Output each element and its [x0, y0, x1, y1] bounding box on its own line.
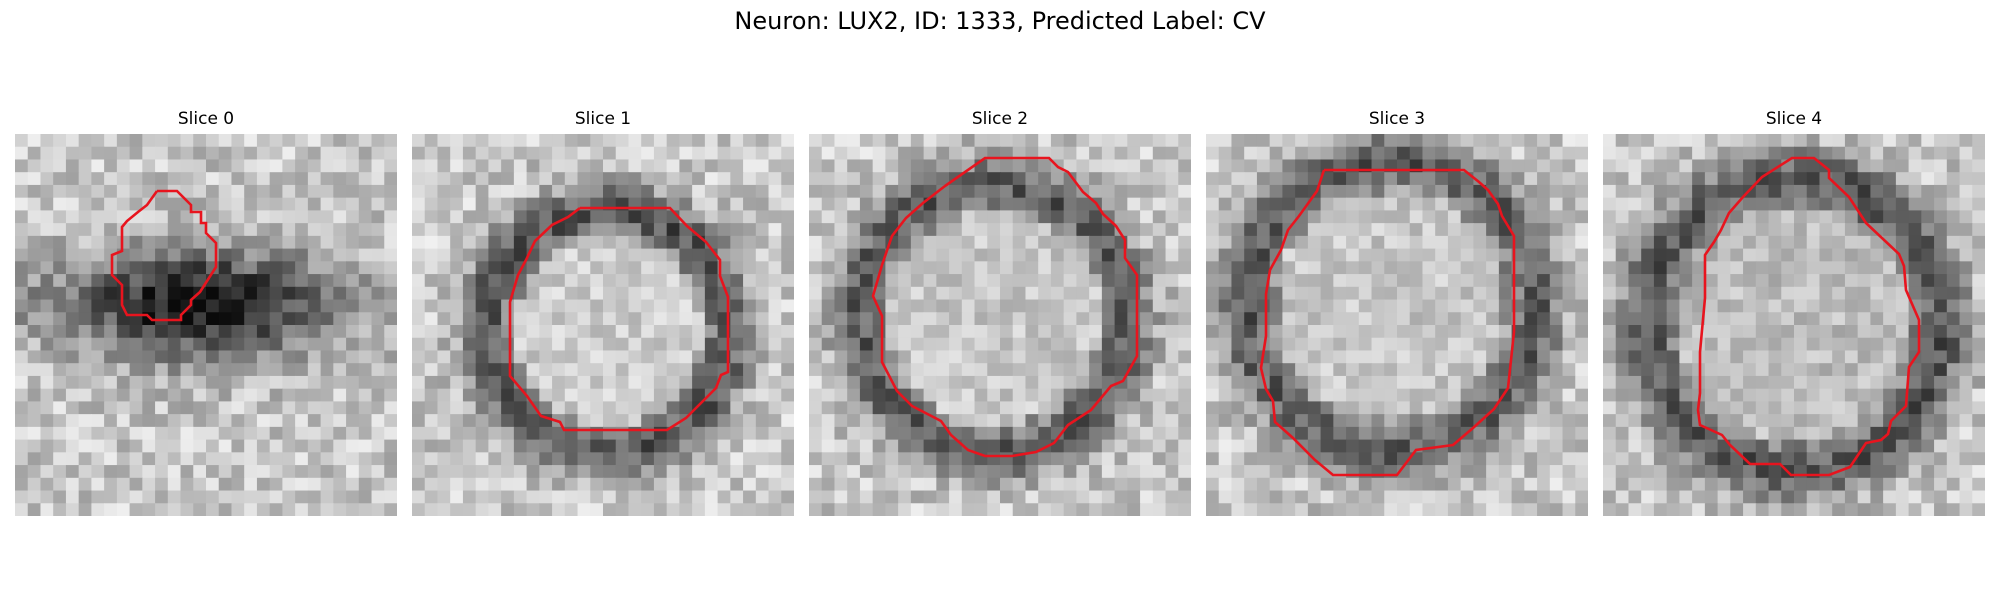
- slice-panel-1: Slice 1: [412, 107, 794, 516]
- slice-title-1: Slice 1: [574, 109, 632, 129]
- slice-panel-3: Slice 3: [1206, 107, 1588, 516]
- slice-panel-4: Slice 4: [1603, 107, 1985, 516]
- slice-image-1: [412, 134, 794, 516]
- slice-panel-0: Slice 0: [15, 107, 397, 516]
- slice-title-2: Slice 2: [971, 109, 1029, 129]
- slice-image-0: [15, 134, 397, 516]
- slice-image-3: [1206, 134, 1588, 516]
- slice-panel-2: Slice 2: [809, 107, 1191, 516]
- slice-title-0: Slice 0: [177, 109, 235, 129]
- slice-image-2: [809, 134, 1191, 516]
- slice-title-4: Slice 4: [1765, 109, 1823, 129]
- figure-title: Neuron: LUX2, ID: 1333, Predicted Label:…: [734, 7, 1266, 35]
- slice-image-4: [1603, 134, 1985, 516]
- slice-title-3: Slice 3: [1368, 109, 1426, 129]
